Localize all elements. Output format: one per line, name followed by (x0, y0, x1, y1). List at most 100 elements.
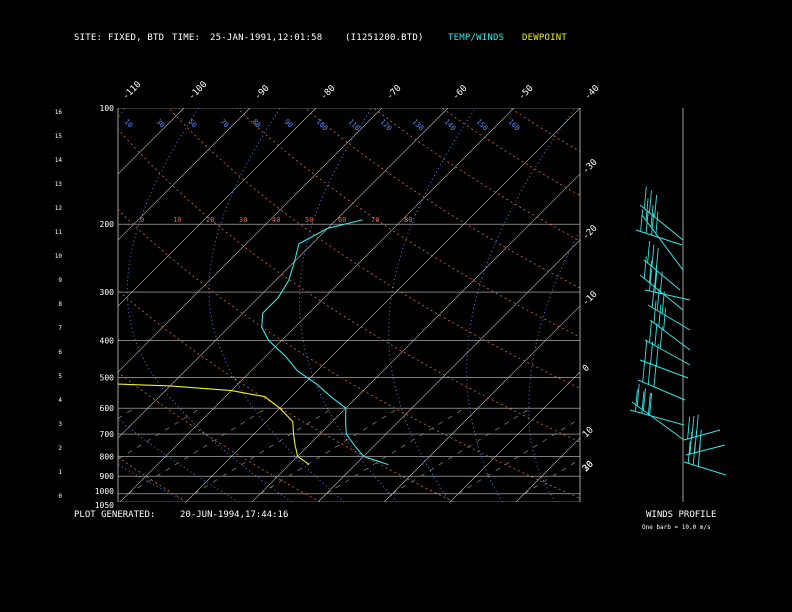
wind-barb-flag (650, 205, 654, 228)
height-km-tick-label: 15 (55, 133, 63, 140)
sounding-profiles (118, 219, 389, 466)
time-label: TIME: (172, 33, 201, 43)
isotherm-line (251, 173, 580, 502)
isotherm-line (383, 305, 580, 502)
mixing-ratio-line (325, 407, 465, 495)
wind-barb-flag (654, 270, 658, 293)
isotherm-line (185, 108, 580, 502)
isotherm-line (118, 108, 383, 373)
wind-barb-flag (643, 186, 647, 209)
wind-barb-flag (644, 339, 648, 362)
wind-barb-flag (649, 392, 653, 415)
barb-scale-note: One barb = 10.0 m/s (642, 524, 711, 531)
height-km-tick-label: 12 (55, 205, 63, 212)
wind-barb-flag (642, 388, 646, 411)
wind-barb-flag (645, 198, 649, 221)
dry-adiabat-label: 60 (338, 216, 346, 224)
dry-adiabat-label: 10 (173, 216, 181, 224)
wind-barb-shaft (683, 461, 727, 476)
height-km-tick-label: 9 (58, 277, 62, 284)
pressure-tick-label: 700 (100, 430, 115, 439)
height-km-tick-label: 5 (58, 373, 62, 380)
wind-barb-flag (653, 364, 657, 387)
diagram-grid (118, 108, 580, 502)
wind-barb-flag (640, 209, 644, 232)
dry-adiabat-label: 80 (404, 216, 412, 224)
wind-barb-flag (636, 383, 640, 406)
height-km-tick-label: 16 (55, 109, 63, 116)
wind-barb-flag (687, 416, 691, 440)
dry-adiabat-label: 70 (371, 216, 379, 224)
pressure-tick-label: 600 (100, 404, 115, 413)
wind-barb-flag (655, 344, 659, 367)
time-value: 25-JAN-1991,12:01:58 (210, 33, 323, 43)
height-km-tick-label: 4 (58, 397, 62, 404)
series-temp-winds (261, 219, 389, 466)
wind-barb-flag (653, 300, 657, 324)
wind-barb-shaft (639, 359, 689, 379)
wind-barb-flag (655, 211, 659, 234)
wind-barb-shaft (641, 214, 684, 271)
wind-barb-flag (649, 268, 652, 292)
height-km-tick-label: 2 (58, 445, 62, 452)
moist-adiabat-label: 10 (123, 118, 135, 130)
dry-adiabat-label: 20 (206, 216, 214, 224)
wind-barb-flag (642, 359, 646, 383)
dry-adiabat-label: 50 (305, 216, 313, 224)
height-km-tick-label: 3 (58, 421, 62, 428)
legend-dewpoint: DEWPOINT (522, 33, 567, 43)
wind-barb-shaft (637, 379, 686, 401)
wind-barb-flag (658, 304, 662, 327)
isotherm-line (449, 371, 580, 502)
height-km-tick-label: 11 (55, 229, 63, 236)
wind-barb-flag (654, 194, 658, 217)
wind-barb-flag (649, 260, 652, 283)
height-km-tick-label: 7 (58, 325, 62, 332)
height-km-tick-label: 6 (58, 349, 62, 356)
diagram-frame (117, 108, 581, 502)
wind-barb-flag (647, 362, 651, 385)
winds-profile-title: WINDS PROFILE (646, 510, 717, 520)
wind-barb-flag (643, 256, 647, 279)
legend-temp-winds: TEMP/WINDS (448, 33, 505, 43)
mixing-ratio-line (457, 418, 580, 495)
wind-barb-flag (647, 393, 651, 416)
wind-barb-flag (697, 444, 701, 467)
file-id: (I1251200.BTD) (345, 33, 424, 43)
mixing-ratio-line (391, 407, 531, 495)
pressure-tick-label: 1050 (95, 501, 114, 510)
wind-barb-flag (647, 240, 651, 264)
isotherm-line (118, 108, 317, 307)
wind-barb-flag (651, 285, 655, 308)
isotherm-line (118, 108, 251, 241)
dry-adiabat-label: 40 (272, 216, 280, 224)
wind-barb-shaft (685, 444, 726, 456)
pressure-tick-label: 300 (100, 288, 115, 297)
pressure-tick-label: 500 (100, 374, 115, 383)
dry-adiabat (118, 371, 321, 502)
moist-adiabat-label: 30 (155, 118, 167, 130)
isotherm-line (119, 108, 515, 502)
wind-barb-flag (687, 441, 691, 464)
mixing-ratio-line (259, 407, 399, 495)
pressure-tick-label: 1000 (95, 487, 114, 496)
wind-barb-shaft (639, 274, 684, 311)
moist-adiabat-label: 70 (219, 118, 231, 130)
height-km-tick-label: 1 (58, 469, 62, 476)
dry-adiabat (118, 289, 455, 502)
site-label: SITE: (74, 33, 103, 43)
wind-barb-flag (659, 271, 663, 294)
plot-generated-label: PLOT GENERATED: (74, 510, 156, 520)
wind-barb-flag (651, 213, 655, 236)
site-value: FIXED, BTD (108, 33, 165, 43)
wind-barb-flag (634, 389, 638, 412)
wind-barb-flag (691, 415, 695, 438)
pressure-tick-label: 900 (100, 472, 115, 481)
plot-generated-value: 20-JUN-1994,17:44:16 (180, 510, 289, 520)
wind-barb-flag (689, 431, 693, 455)
dry-adiabat-label: 30 (239, 216, 247, 224)
height-km-tick-label: 14 (55, 157, 63, 164)
height-km-tick-label: 13 (55, 181, 63, 188)
series-dewpoint (118, 383, 310, 466)
